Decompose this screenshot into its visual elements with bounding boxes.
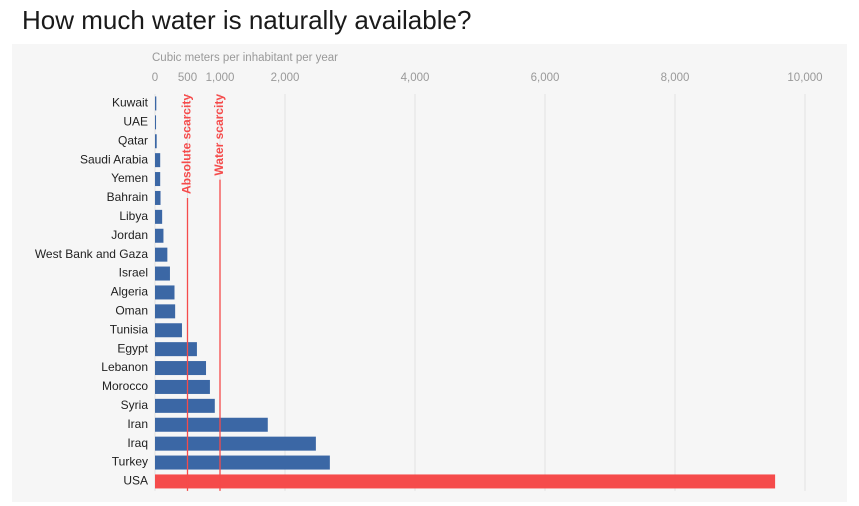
- bar: [155, 304, 176, 319]
- y-tick-label: Turkey: [112, 455, 148, 469]
- x-tick-label: 6,000: [531, 72, 560, 84]
- bar: [155, 134, 157, 149]
- bar: [155, 209, 163, 224]
- bar: [155, 417, 268, 432]
- bar: [155, 342, 197, 357]
- y-tick-label: Syria: [121, 398, 149, 412]
- x-tick-label: 500: [178, 72, 197, 84]
- x-tick-label: 0: [152, 72, 158, 84]
- bar: [155, 474, 776, 489]
- bar: [155, 398, 215, 413]
- y-tick-label: Qatar: [118, 133, 148, 147]
- chart-background: [12, 44, 847, 502]
- y-tick-label: West Bank and Gaza: [35, 247, 149, 261]
- bar: [155, 172, 161, 187]
- y-tick-label: USA: [123, 474, 148, 488]
- bar: [155, 153, 161, 168]
- x-tick-label: 1,000: [206, 72, 235, 84]
- bar: [155, 266, 170, 281]
- y-tick-label: Iran: [127, 417, 148, 431]
- bar: [155, 228, 164, 243]
- bar: [155, 96, 157, 111]
- x-tick-label: 2,000: [271, 72, 300, 84]
- axis-label: Cubic meters per inhabitant per year: [152, 52, 338, 64]
- y-tick-label: Jordan: [111, 228, 148, 242]
- bar: [155, 323, 182, 338]
- bar: [155, 436, 316, 451]
- bar: [155, 285, 175, 300]
- y-tick-label: Morocco: [102, 379, 148, 393]
- y-tick-label: Saudi Arabia: [80, 152, 148, 166]
- y-tick-label: Tunisia: [110, 322, 149, 336]
- x-tick-label: 4,000: [401, 72, 430, 84]
- annotation-label: Water scarcity: [212, 94, 226, 176]
- y-tick-label: Egypt: [117, 341, 148, 355]
- bar: [155, 379, 210, 394]
- x-tick-label: 8,000: [661, 72, 690, 84]
- bar: [155, 190, 161, 205]
- y-tick-label: UAE: [123, 115, 148, 129]
- y-tick-label: Oman: [115, 304, 148, 318]
- y-tick-label: Israel: [119, 266, 148, 280]
- bar: [155, 455, 330, 470]
- annotation-label: Absolute scarcity: [180, 94, 194, 194]
- bar: [155, 115, 157, 130]
- y-tick-label: Lebanon: [101, 360, 148, 374]
- x-tick-label: 10,000: [787, 72, 822, 84]
- y-tick-label: Yemen: [111, 171, 148, 185]
- bar: [155, 247, 168, 262]
- y-tick-label: Kuwait: [112, 96, 149, 110]
- chart-title: How much water is naturally available?: [22, 5, 471, 35]
- y-tick-label: Libya: [119, 209, 148, 223]
- y-tick-label: Iraq: [127, 436, 148, 450]
- bar: [155, 361, 207, 376]
- y-tick-label: Algeria: [111, 285, 149, 299]
- y-tick-label: Bahrain: [107, 190, 148, 204]
